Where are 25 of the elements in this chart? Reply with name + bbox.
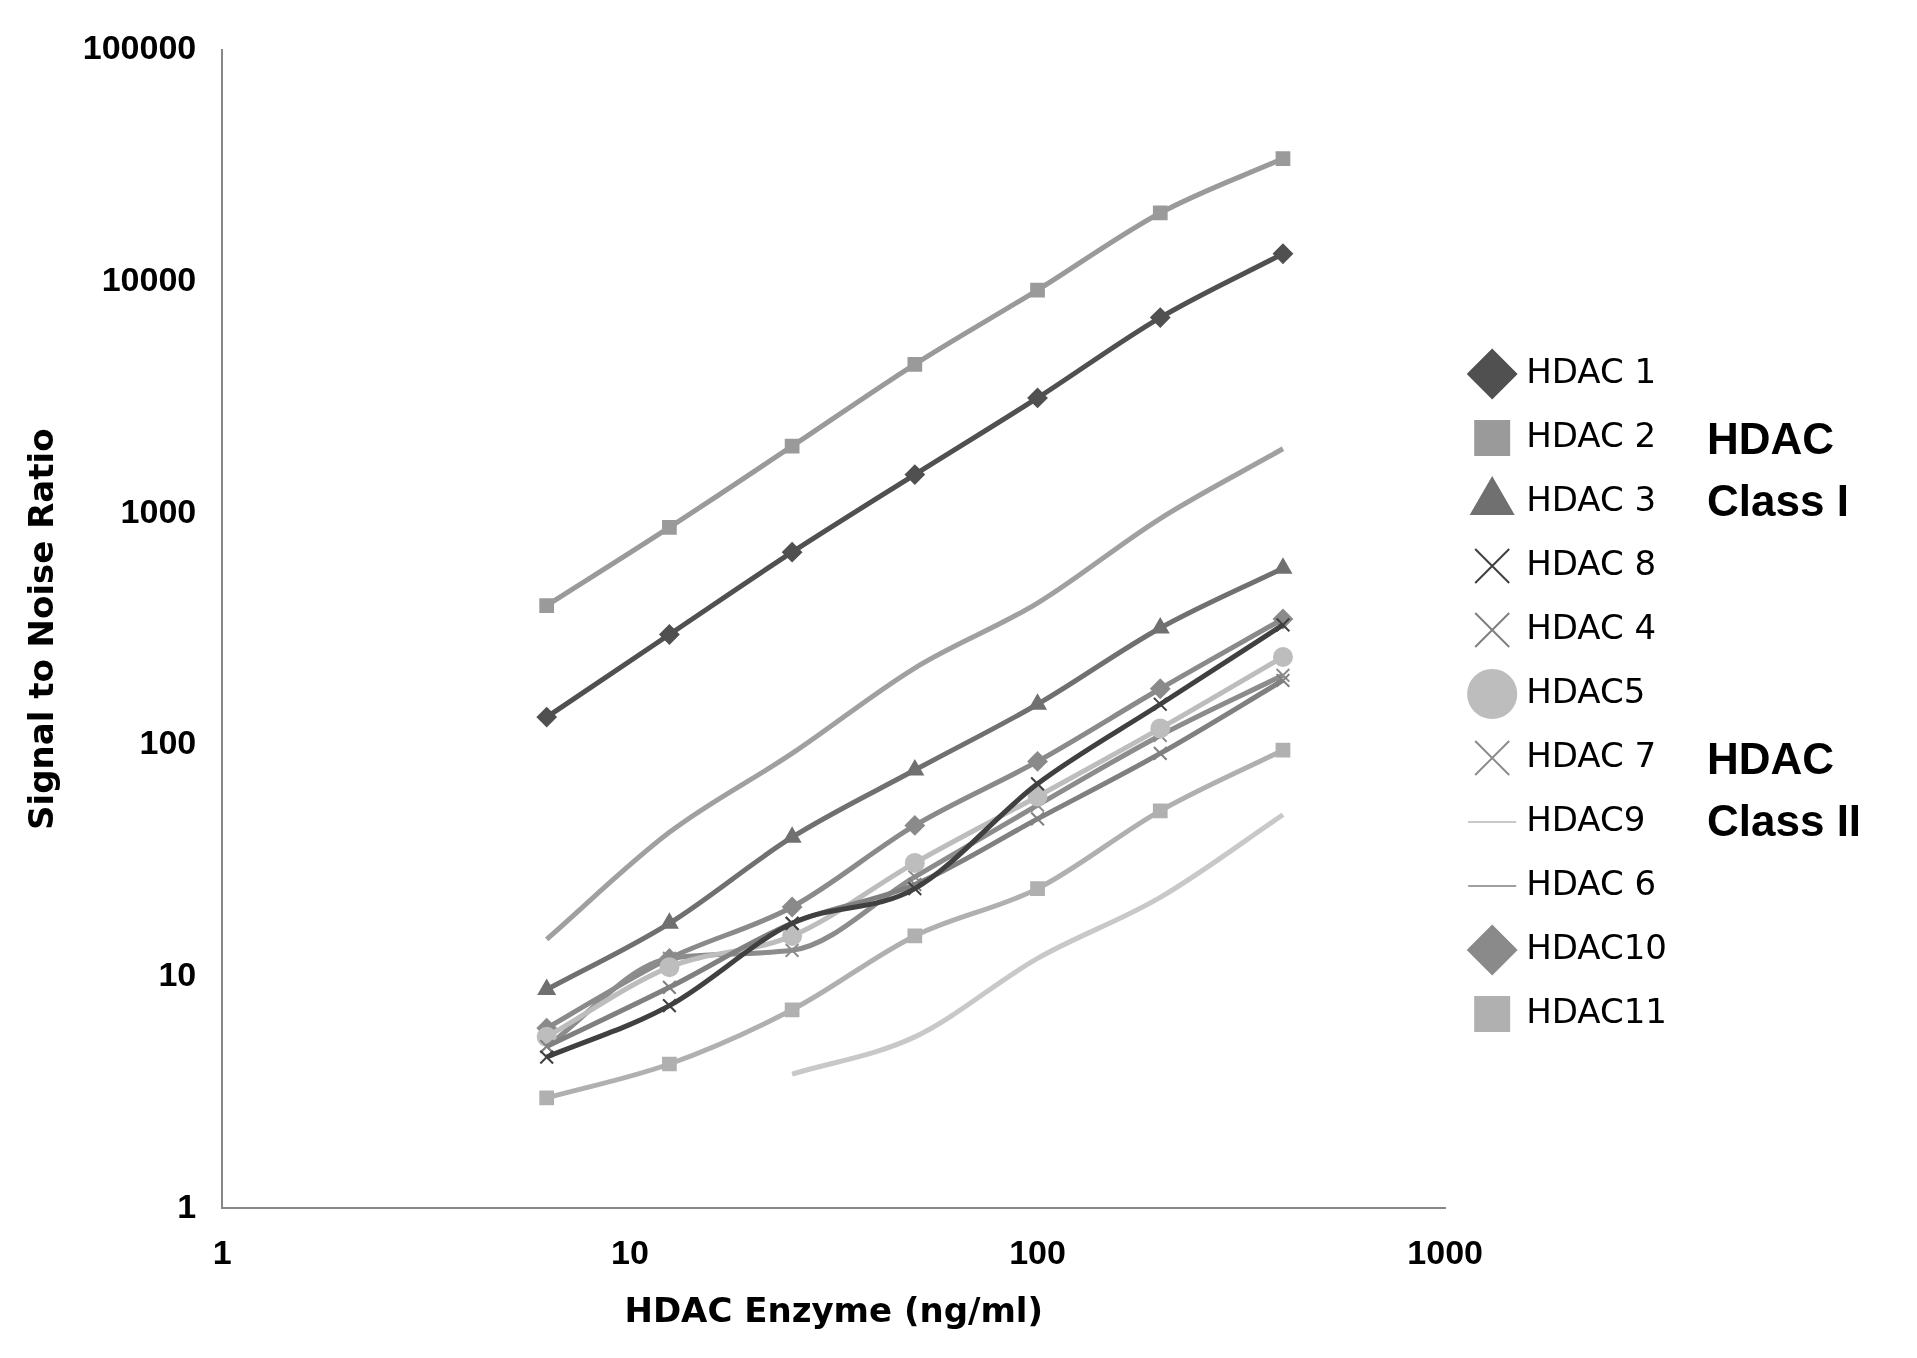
legend-label: HDAC 1: [1526, 350, 1657, 391]
y-tick-label: 100: [139, 723, 197, 762]
x-tick-label: 10: [610, 1233, 649, 1272]
legend-label: HDAC 8: [1526, 542, 1657, 583]
legend-label: HDAC11: [1526, 990, 1668, 1031]
x-tick-label: 1: [212, 1233, 232, 1272]
legend-label: HDAC 3: [1526, 478, 1657, 519]
text: HDAC Class I: [1707, 413, 1850, 527]
legend-label: HDAC10: [1526, 926, 1668, 967]
legend-label: HDAC5: [1526, 670, 1646, 711]
y-tick-label: 1: [177, 1186, 197, 1225]
legend-label: HDAC 6: [1526, 862, 1657, 903]
x-tick-label: 1000: [1407, 1233, 1484, 1272]
legend-label: HDAC 7: [1526, 734, 1657, 775]
x-tick-label: 100: [1009, 1233, 1066, 1272]
legend-label: HDAC 4: [1526, 606, 1657, 647]
y-tick-label: 10: [158, 955, 197, 994]
y-tick-label: 1000: [120, 491, 197, 530]
y-tick-label: 100000: [82, 28, 197, 67]
y-tick-label: 10000: [101, 260, 197, 299]
legend-label: HDAC 2: [1526, 414, 1657, 455]
text: HDAC Class II: [1707, 733, 1863, 847]
x-axis-title: HDAC Enzyme (ng/ml): [624, 1290, 1044, 1331]
legend-label: HDAC9: [1526, 798, 1646, 839]
y-axis-title: Signal to Noise Ratio: [21, 428, 62, 830]
